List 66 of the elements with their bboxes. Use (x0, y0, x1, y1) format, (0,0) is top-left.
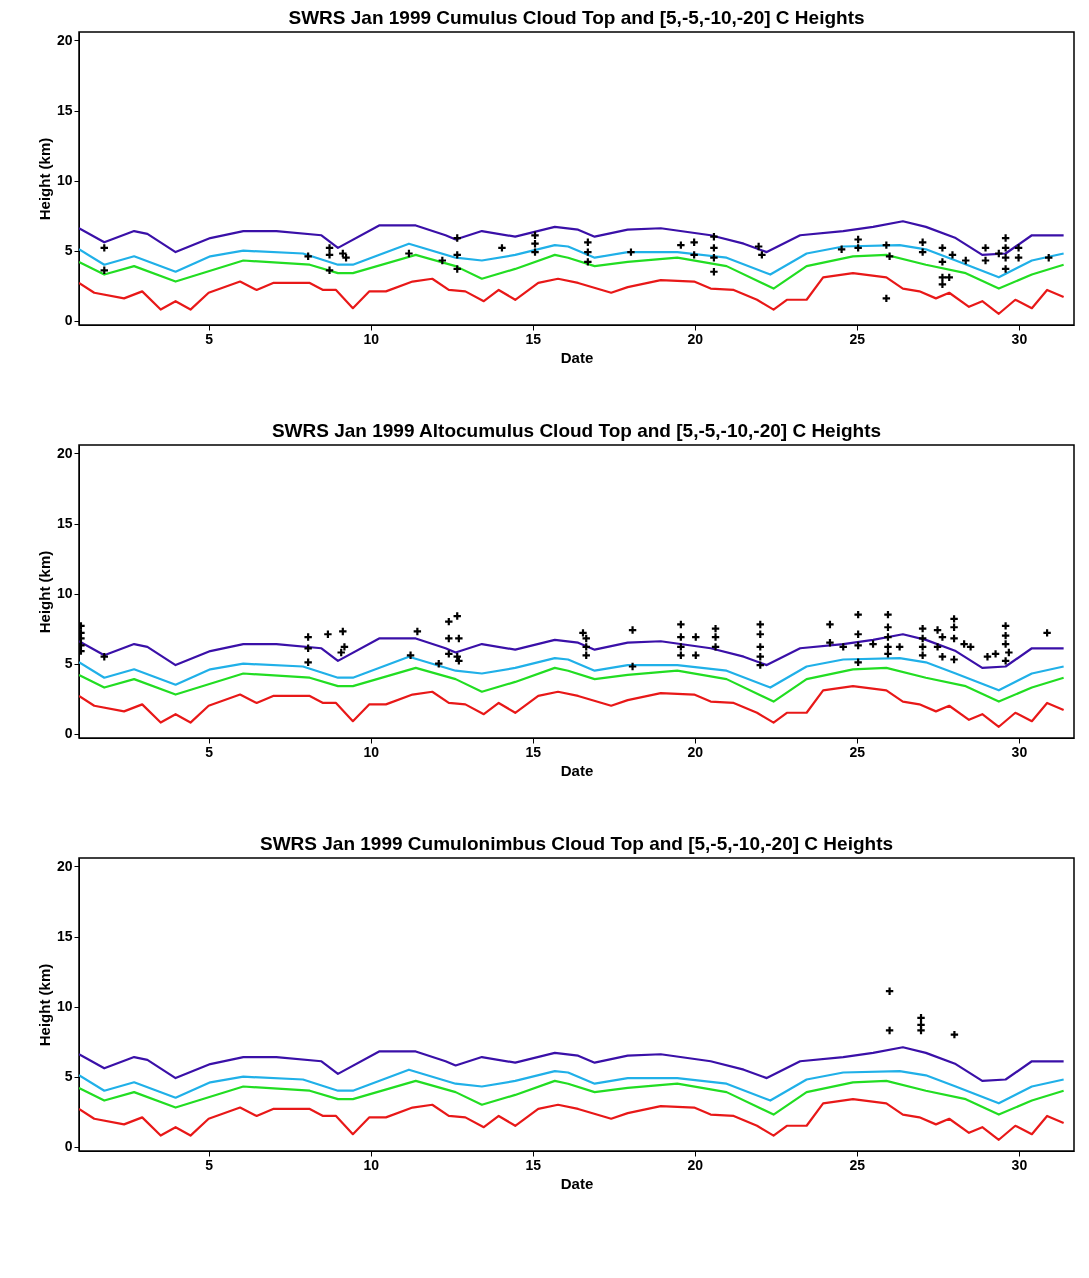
line-series (79, 633, 1065, 669)
x-tick-label: 10 (363, 330, 380, 347)
y-axis-title: Height (km) (35, 963, 53, 1047)
x-tick-label: 10 (363, 743, 380, 760)
point (980, 243, 991, 253)
y-tick-label: 15 (56, 928, 73, 945)
x-tick-label: 25 (849, 330, 866, 347)
point (324, 250, 335, 260)
x-axis-title: Date (560, 348, 594, 366)
y-tick-label: 20 (56, 444, 73, 461)
point (404, 248, 414, 259)
y-tick-label: 10 (56, 172, 73, 189)
line-series (79, 272, 1065, 315)
point (1013, 243, 1024, 253)
x-tick-label: 15 (525, 743, 542, 760)
x-tick-label: 25 (849, 1156, 866, 1173)
x-tick-label: 30 (1011, 1156, 1028, 1173)
point (937, 257, 948, 267)
line-series (79, 220, 1065, 256)
chart-title: SWRS Jan 1999 Cumulus Cloud Top and [5,-5,-10,-20] C Heights (288, 7, 865, 28)
x-tick-label: 30 (1011, 743, 1028, 760)
chart-title: SWRS Jan 1999 Altocumulus Cloud Top and [5,-5,-10,-20] C Heights (271, 420, 882, 441)
line-series (79, 1079, 1065, 1116)
x-tick-label: 15 (525, 1156, 542, 1173)
y-axis-title: Height (km) (35, 137, 53, 221)
y-tick-label: 0 (64, 725, 73, 742)
x-tick-label: 5 (205, 743, 214, 760)
line-series (79, 1098, 1065, 1141)
point (980, 255, 991, 266)
y-tick-label: 5 (64, 655, 73, 672)
x-tick-label: 20 (687, 330, 704, 347)
line-series (79, 1046, 1065, 1082)
x-axis-title: Date (560, 1174, 594, 1192)
y-axis-title: Height (km) (35, 550, 53, 634)
line-series (79, 655, 1065, 692)
point (884, 1025, 895, 1036)
line-series (79, 685, 1065, 728)
x-axis-title: Date (560, 761, 594, 779)
line-series (79, 1068, 1065, 1105)
x-tick-label: 25 (849, 743, 866, 760)
y-tick-label: 20 (56, 31, 73, 48)
y-tick-label: 5 (64, 1068, 73, 1085)
x-tick-label: 20 (687, 743, 704, 760)
y-tick-label: 0 (64, 1138, 73, 1155)
y-tick-label: 10 (56, 998, 73, 1015)
chart-title: SWRS Jan 1999 Cumulonimbus Cloud Top and [5,-5,-10,-20] C Heights (259, 833, 894, 854)
point (884, 986, 895, 996)
point (853, 234, 863, 245)
x-tick-label: 15 (525, 330, 542, 347)
y-tick-label: 0 (64, 312, 73, 329)
y-tick-label: 5 (64, 242, 73, 259)
x-tick-label: 20 (687, 1156, 704, 1173)
line-series (79, 666, 1065, 703)
x-tick-label: 5 (205, 1156, 214, 1173)
y-tick-label: 15 (56, 515, 73, 532)
point (947, 250, 958, 260)
point (937, 243, 948, 253)
line-series (79, 242, 1065, 279)
line-series (79, 253, 1065, 290)
x-tick-label: 30 (1011, 330, 1028, 347)
x-tick-label: 5 (205, 330, 214, 347)
point (338, 248, 348, 259)
y-tick-label: 20 (56, 857, 73, 874)
y-tick-label: 10 (56, 585, 73, 602)
x-tick-label: 10 (363, 1156, 380, 1173)
y-tick-label: 15 (56, 102, 73, 119)
